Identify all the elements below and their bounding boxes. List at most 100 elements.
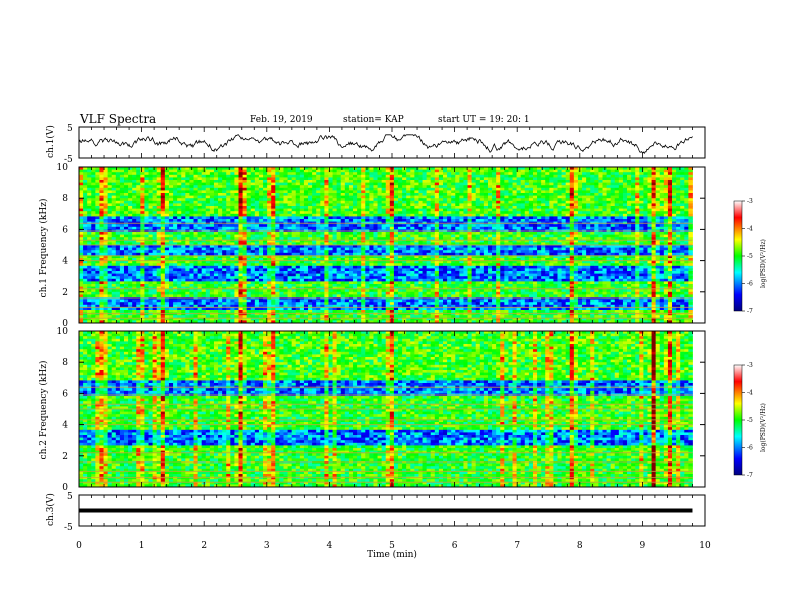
spectrogram-cell (402, 206, 407, 209)
spectrogram-cell (398, 294, 403, 298)
spectrogram-cell (385, 291, 391, 295)
spectrogram-cell (414, 265, 419, 269)
spectrogram-cell (308, 174, 313, 178)
spectrogram-cell (287, 258, 293, 261)
spectrogram-cell (107, 219, 113, 222)
spectrogram-cell (271, 193, 276, 196)
spectrogram-cell (393, 193, 399, 196)
spectrogram-cell (271, 187, 276, 191)
spectrogram-cell (193, 216, 199, 220)
spectrogram-cell (283, 278, 288, 282)
spectrogram-cell (197, 193, 203, 196)
spectrogram-cell (377, 317, 383, 321)
spectrogram-cell (250, 247, 256, 251)
spectrogram-cell (258, 289, 264, 293)
spectrogram-cell (328, 237, 333, 241)
spectrogram-cell (373, 304, 378, 308)
spectrogram-cell (222, 281, 227, 285)
spectrogram-cell (263, 200, 268, 204)
spectrogram-cell (205, 169, 211, 173)
spectrogram-cell (328, 289, 333, 293)
spectrogram-cell (107, 182, 113, 186)
spectrogram-cell (353, 258, 358, 261)
spectrogram-cell (79, 232, 84, 235)
spectrogram-cell (393, 299, 399, 303)
spectrogram-cell (303, 226, 309, 230)
spectrogram-cell (144, 180, 149, 183)
spectrogram-cell (258, 237, 264, 241)
spectrogram-cell (295, 206, 301, 209)
spectrogram-cell (410, 284, 415, 287)
spectrogram-cell (324, 187, 329, 191)
spectrogram-cell (414, 307, 419, 311)
spectrogram-cell (258, 219, 264, 222)
spectrogram-cell (328, 291, 333, 295)
spectrogram-cell (181, 271, 186, 274)
spectrogram-cell (246, 317, 252, 321)
spectrogram-cell (201, 271, 207, 274)
spectrogram-cell (132, 302, 137, 306)
spectrogram-cell (385, 224, 391, 228)
spectrogram-cell (99, 278, 104, 282)
spectrogram-cell (181, 174, 186, 178)
spectrogram-cell (361, 299, 366, 303)
spectrogram-cell (226, 226, 231, 230)
spectrogram-cell (99, 291, 104, 295)
spectrogram-cell (222, 172, 227, 176)
spectrogram-cell (103, 315, 109, 319)
spectrogram-cell (91, 307, 96, 311)
spectrogram-cell (87, 252, 92, 256)
spectrogram-cell (111, 206, 117, 209)
spectrogram-cell (295, 203, 301, 207)
spectrogram-cell (144, 172, 149, 176)
spectrogram-cell (295, 307, 301, 311)
spectrogram-cell (271, 289, 276, 293)
spectrogram-cell (303, 219, 309, 222)
spectrogram-cell (152, 234, 158, 238)
spectrogram-cell (201, 245, 207, 248)
spectrogram-cell (365, 180, 370, 183)
spectrogram-cell (173, 182, 178, 186)
spectrogram-cell (201, 284, 207, 287)
spectrogram-cell (87, 302, 92, 306)
spectrogram-cell (287, 187, 293, 191)
spectrogram-cell (218, 245, 223, 248)
spectrogram-cell (144, 198, 149, 202)
spectrogram-cell (267, 177, 272, 181)
spectrogram-cell (230, 213, 235, 217)
spectrogram-cell (303, 200, 309, 204)
spectrogram-cell (336, 193, 342, 196)
spectrogram-cell (377, 177, 383, 181)
spectrogram-cell (79, 247, 84, 251)
spectrogram-cell (357, 219, 362, 222)
spectrogram-cell (320, 284, 325, 287)
spectrogram-cell (250, 242, 256, 246)
spectrogram-cell (242, 169, 248, 173)
spectrogram-cell (164, 255, 170, 259)
spectrogram-cell (181, 315, 186, 319)
spectrogram-cell (393, 232, 399, 235)
spectrogram-cell (357, 195, 362, 199)
spectrogram-cell (385, 278, 391, 282)
spectrogram-cell (353, 294, 358, 298)
spectrogram-cell (398, 247, 403, 251)
spectrogram-cell (119, 203, 125, 207)
spectrogram-cell (181, 219, 186, 222)
spectrogram-cell (99, 252, 104, 256)
spectrogram-cell (213, 177, 219, 181)
spectrogram-cell (340, 245, 346, 248)
spectrogram-cell (361, 237, 366, 241)
spectrogram-cell (156, 169, 162, 173)
spectrogram-cell (189, 289, 194, 293)
spectrogram-cell (209, 260, 215, 264)
spectrogram-cell (406, 276, 411, 280)
spectrogram-cell (336, 271, 342, 274)
spectrogram-cell (128, 289, 133, 293)
spectrogram-cell (357, 245, 362, 248)
spectrogram-cell (181, 252, 186, 256)
spectrogram-cell (234, 247, 239, 251)
spectrogram-cell (263, 278, 268, 282)
spectrogram-cell (218, 219, 223, 222)
spectrogram-cell (197, 281, 203, 285)
spectrogram-cell (263, 195, 268, 199)
